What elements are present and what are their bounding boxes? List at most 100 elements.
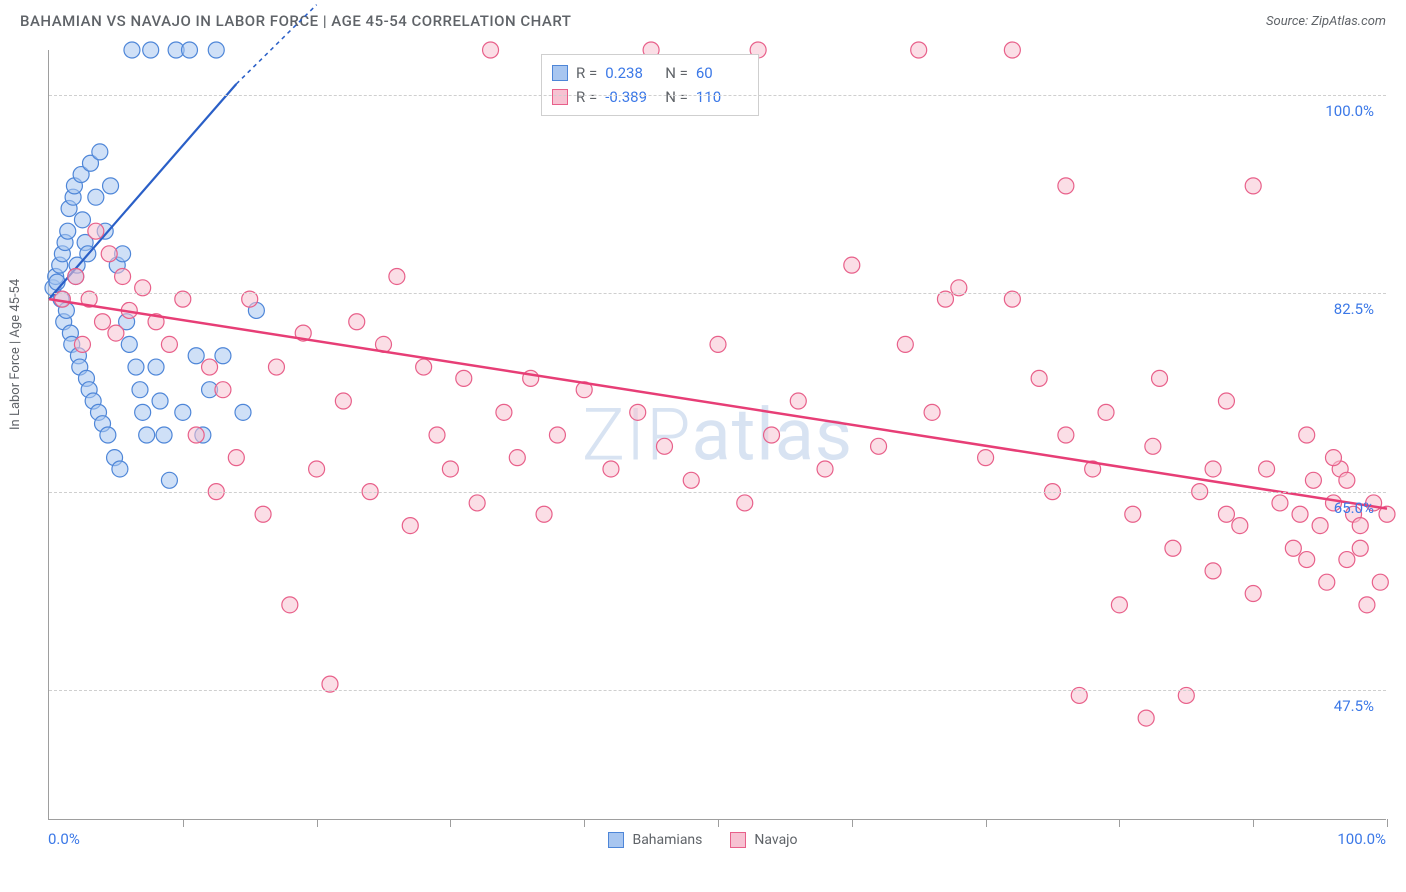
data-point: [1058, 178, 1074, 194]
chart-header: BAHAMIAN VS NAVAJO IN LABOR FORCE | AGE …: [0, 0, 1406, 38]
data-point: [101, 246, 117, 262]
data-point: [235, 404, 251, 420]
data-point: [74, 212, 90, 228]
data-point: [1098, 404, 1114, 420]
data-point: [1372, 574, 1388, 590]
stats-row: R =0.238N =60: [552, 61, 748, 85]
data-point: [202, 359, 218, 375]
x-tick: [450, 819, 451, 827]
data-point: [630, 404, 646, 420]
data-point: [402, 518, 418, 534]
x-tick: [1119, 819, 1120, 827]
data-point: [282, 597, 298, 613]
data-point: [124, 42, 140, 58]
y-tick-label: 82.5%: [1334, 300, 1374, 318]
data-point: [1339, 472, 1355, 488]
data-point: [132, 382, 148, 398]
data-point: [416, 359, 432, 375]
x-tick: [183, 819, 184, 827]
data-point: [60, 223, 76, 239]
data-point: [456, 370, 472, 386]
gridline-h: [49, 690, 1386, 691]
data-point: [549, 427, 565, 443]
data-point: [1292, 506, 1308, 522]
data-point: [1319, 574, 1335, 590]
n-value: 110: [696, 85, 748, 109]
data-point: [496, 404, 512, 420]
legend-swatch: [730, 832, 746, 848]
data-point: [128, 359, 144, 375]
data-point: [68, 268, 84, 284]
chart-source: Source: ZipAtlas.com: [1266, 14, 1386, 29]
stats-row: R =-0.389N =110: [552, 85, 748, 109]
data-point: [1285, 540, 1301, 556]
data-point: [389, 268, 405, 284]
y-tick-label: 47.5%: [1334, 697, 1374, 715]
bottom-legend: BahamiansNavajo: [0, 832, 1406, 848]
data-point: [1111, 597, 1127, 613]
data-point: [1031, 370, 1047, 386]
data-point: [156, 427, 172, 443]
x-tick: [317, 819, 318, 827]
data-point: [1205, 461, 1221, 477]
data-point: [1272, 495, 1288, 511]
data-point: [1312, 518, 1328, 534]
data-point: [710, 336, 726, 352]
data-point: [1138, 710, 1154, 726]
data-point: [1339, 552, 1355, 568]
r-value: -0.389: [605, 85, 657, 109]
x-tick: [1253, 819, 1254, 827]
data-point: [335, 393, 351, 409]
data-point: [1305, 472, 1321, 488]
data-point: [817, 461, 833, 477]
trend-line: [49, 299, 1387, 508]
data-point: [228, 450, 244, 466]
data-point: [175, 404, 191, 420]
data-point: [1218, 393, 1234, 409]
data-point: [139, 427, 155, 443]
data-point: [255, 506, 271, 522]
data-point: [442, 461, 458, 477]
x-tick: [718, 819, 719, 827]
data-point: [1125, 506, 1141, 522]
data-point: [112, 461, 128, 477]
data-point: [683, 472, 699, 488]
data-point: [1259, 461, 1275, 477]
data-point: [215, 348, 231, 364]
data-point: [181, 42, 197, 58]
data-point: [161, 336, 177, 352]
r-value: 0.238: [605, 61, 657, 85]
data-point: [1245, 178, 1261, 194]
data-point: [121, 336, 137, 352]
data-point: [1218, 506, 1234, 522]
data-point: [1245, 586, 1261, 602]
data-point: [188, 348, 204, 364]
data-point: [844, 257, 860, 273]
data-point: [148, 359, 164, 375]
data-point: [469, 495, 485, 511]
y-tick-label: 100.0%: [1325, 102, 1374, 120]
data-point: [215, 382, 231, 398]
data-point: [1232, 518, 1248, 534]
r-label: R =: [576, 61, 597, 85]
chart-title: BAHAMIAN VS NAVAJO IN LABOR FORCE | AGE …: [20, 12, 571, 30]
legend-label: Navajo: [754, 832, 797, 848]
data-point: [656, 438, 672, 454]
y-tick-label: 65.0%: [1334, 499, 1374, 517]
n-label: N =: [665, 61, 688, 85]
series-swatch: [552, 65, 568, 81]
data-point: [161, 472, 177, 488]
data-point: [429, 427, 445, 443]
x-tick: [852, 819, 853, 827]
data-point: [1145, 438, 1161, 454]
correlation-stats-box: R =0.238N =60R =-0.389N =110: [541, 54, 759, 116]
data-point: [897, 336, 913, 352]
data-point: [509, 450, 525, 466]
data-point: [143, 42, 159, 58]
data-point: [924, 404, 940, 420]
data-point: [88, 223, 104, 239]
data-point: [268, 359, 284, 375]
data-point: [208, 42, 224, 58]
data-point: [103, 178, 119, 194]
data-point: [95, 314, 111, 330]
